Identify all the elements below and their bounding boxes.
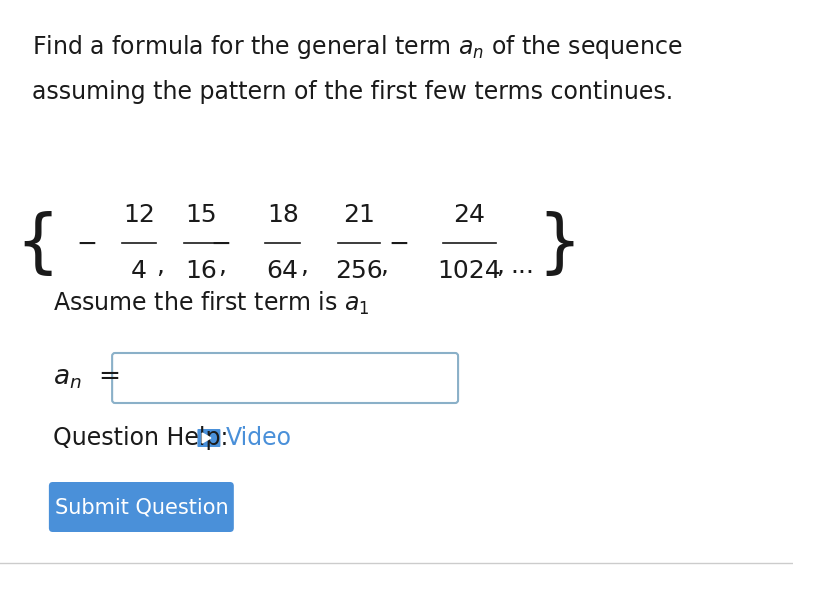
Text: 4: 4	[131, 259, 146, 283]
FancyBboxPatch shape	[112, 353, 457, 403]
Text: 64: 64	[266, 259, 299, 283]
Text: 256: 256	[335, 259, 383, 283]
Text: $\{$: $\{$	[15, 209, 52, 278]
Text: ,: ,	[155, 254, 164, 278]
Text: $a_n$  =: $a_n$ =	[53, 365, 119, 391]
Text: 15: 15	[185, 203, 217, 227]
Text: ,: ,	[380, 254, 388, 278]
Text: Find a formula for the general term $a_n$ of the sequence: Find a formula for the general term $a_n…	[31, 33, 681, 60]
Text: $\}$: $\}$	[537, 209, 574, 278]
Text: Submit Question: Submit Question	[55, 497, 228, 517]
Text: 24: 24	[453, 203, 485, 227]
Text: ...: ...	[509, 254, 533, 278]
FancyBboxPatch shape	[197, 429, 220, 447]
Text: Question Help:: Question Help:	[53, 426, 243, 450]
Polygon shape	[202, 433, 211, 443]
Text: Video: Video	[226, 426, 292, 450]
Text: 21: 21	[343, 203, 375, 227]
Text: 16: 16	[185, 259, 217, 283]
Text: 12: 12	[123, 203, 155, 227]
Text: ,: ,	[495, 254, 504, 278]
Text: 18: 18	[266, 203, 299, 227]
Text: 1024: 1024	[437, 259, 501, 283]
Text: assuming the pattern of the first few terms continues.: assuming the pattern of the first few te…	[31, 80, 672, 104]
Text: ,: ,	[218, 254, 226, 278]
Text: Assume the first term is $a_1$: Assume the first term is $a_1$	[53, 289, 369, 317]
Text: $-$: $-$	[210, 231, 230, 255]
Text: $-$: $-$	[76, 231, 96, 255]
Text: $-$: $-$	[387, 231, 408, 255]
FancyBboxPatch shape	[49, 482, 233, 532]
Text: ,: ,	[299, 254, 308, 278]
